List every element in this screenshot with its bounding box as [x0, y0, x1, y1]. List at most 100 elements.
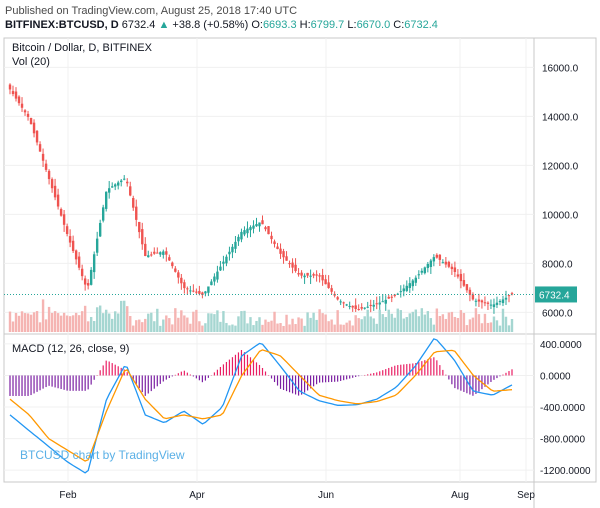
volume-bar	[420, 308, 424, 332]
candle-body	[198, 290, 201, 294]
volume-bar	[267, 321, 270, 332]
volume-bar	[252, 325, 255, 332]
volume-bar	[41, 299, 45, 332]
volume-bar	[38, 322, 42, 332]
volume-bar	[174, 308, 177, 332]
candle-body	[195, 291, 198, 293]
volume-bar	[318, 309, 321, 332]
volume-bar	[201, 325, 204, 332]
candle-body	[306, 272, 309, 276]
candle-body	[324, 279, 327, 285]
volume-bar	[474, 308, 478, 332]
candle-body	[74, 250, 78, 260]
volume-bar	[441, 314, 445, 332]
volume-bar	[435, 308, 439, 332]
candle-body	[243, 230, 246, 235]
volume-title: Vol (20)	[12, 56, 50, 68]
candle-body	[150, 254, 153, 256]
candle-body	[303, 275, 306, 278]
volume-bar	[56, 313, 60, 332]
volume-bar	[180, 310, 183, 332]
volume-bar	[366, 309, 369, 332]
volume-bar	[165, 315, 168, 332]
volume-bar	[231, 324, 234, 332]
candle-body	[330, 288, 333, 292]
candle-body	[339, 301, 342, 303]
volume-bar	[399, 310, 402, 332]
candle-body	[291, 262, 294, 268]
volume-bar	[471, 317, 475, 332]
candle-body	[288, 262, 291, 265]
volume-bar	[65, 315, 69, 332]
volume-bar	[83, 305, 87, 332]
candle-body	[492, 304, 496, 308]
time-tick-label: Aug	[451, 490, 469, 501]
last-price-badge	[535, 286, 577, 303]
candle-body	[71, 240, 75, 251]
quote-line: BITFINEX:BTCUSD, D 6732.4 ▲ +38.8 (+0.58…	[5, 19, 438, 31]
volume-bar	[183, 315, 186, 332]
candle-body	[456, 274, 460, 277]
candle-body	[86, 283, 90, 286]
volume-bar	[357, 318, 360, 332]
open-value: 6693.3	[262, 19, 297, 31]
price-tick-label: 8000.0	[542, 259, 573, 270]
volume-bar	[492, 316, 496, 332]
candle-body	[47, 170, 51, 180]
time-tick-label: Apr	[189, 490, 205, 501]
volume-bar	[104, 309, 108, 332]
candle-body	[336, 297, 339, 300]
volume-bar	[135, 320, 138, 332]
low-label: L:	[347, 19, 357, 31]
macd-histogram	[9, 349, 513, 396]
volume-bar	[462, 313, 466, 332]
chart[interactable]: 6000.0 8000.0 10000.0 12000.0 14000.0 16000.0…	[0, 34, 600, 508]
candle-body	[44, 163, 48, 170]
macd-tick-label: -1200.0000	[540, 466, 591, 477]
volume-bar	[468, 319, 472, 332]
volume-bar	[324, 314, 327, 332]
volume-bar	[123, 300, 126, 332]
volume-bar	[189, 323, 192, 332]
candle-body	[498, 301, 502, 303]
volume-bar	[432, 324, 436, 332]
axis-labels: 6000.0 8000.0 10000.0 12000.0 14000.0 16000.0…	[59, 63, 591, 501]
volume-bar	[426, 311, 430, 332]
volume-bar	[207, 313, 210, 332]
candle-body	[11, 91, 15, 95]
candle-body	[180, 277, 183, 284]
volume-bar	[327, 321, 330, 332]
open-label: O:	[251, 19, 263, 31]
volume-bar	[477, 314, 481, 332]
candle-body	[129, 186, 132, 196]
candle-body	[462, 280, 466, 286]
candle-body	[246, 228, 249, 234]
candle-body	[83, 278, 87, 285]
time-tick-label: Sep	[517, 490, 535, 501]
price-tick-label: 6000.0	[542, 308, 573, 319]
volume-bar	[423, 314, 427, 332]
candle-body	[273, 241, 276, 245]
candle-body	[423, 267, 427, 274]
candle-body	[210, 281, 213, 286]
volume-bar	[222, 311, 225, 332]
candle-body	[261, 220, 264, 225]
volume-bar	[270, 320, 273, 332]
candle-body	[294, 264, 297, 272]
volume-bar	[198, 321, 201, 332]
candle-body	[432, 257, 436, 262]
candle-body	[375, 303, 378, 305]
volume-bar	[312, 312, 315, 332]
price-candles	[4, 83, 534, 314]
volume-bar	[144, 318, 147, 332]
grid-lines	[4, 38, 534, 482]
volume-bar	[168, 318, 171, 332]
volume-bar	[459, 310, 463, 332]
candle-body	[144, 243, 147, 257]
candle-body	[312, 274, 315, 276]
volume-bar	[486, 322, 490, 332]
candle-body	[56, 194, 60, 207]
volume-bar	[393, 317, 396, 332]
volume-bar	[101, 313, 105, 332]
volume-bar	[444, 318, 448, 332]
